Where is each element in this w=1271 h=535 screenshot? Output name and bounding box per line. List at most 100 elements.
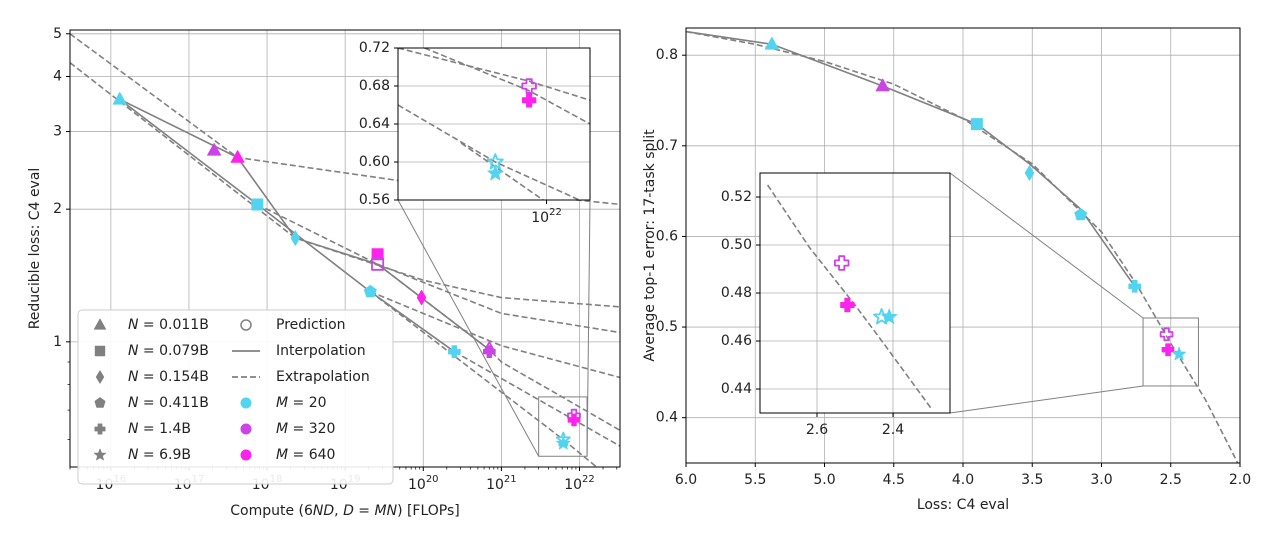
legend-box bbox=[77, 309, 394, 485]
inset-y-tick-label: 0.48 bbox=[721, 285, 752, 301]
data-point-star bbox=[556, 436, 571, 450]
extrapolation-line bbox=[70, 33, 620, 206]
legend-label: M = 320 bbox=[276, 421, 335, 437]
inset-x-tick-label: 2.6 bbox=[806, 422, 828, 438]
x-axis-label: Loss: C4 eval bbox=[917, 497, 1009, 513]
extrapolation-line bbox=[70, 62, 620, 308]
data-point-plus bbox=[1159, 327, 1174, 342]
y-axis-label: Average top-1 error: 17-task split bbox=[642, 129, 658, 362]
inset-extrapolation-line bbox=[424, 48, 590, 125]
plot-area bbox=[70, 33, 620, 467]
data-point-triangle bbox=[207, 142, 222, 156]
data-point-plus bbox=[482, 345, 496, 359]
legend-label: N = 0.011B bbox=[128, 317, 209, 333]
left-chart-loss-vs-compute: 101610171018101910201021102212345Compute… bbox=[27, 26, 621, 519]
inset: 0.56 0.60 0.64 0.68 0.72 1022 bbox=[359, 40, 591, 227]
legend-label: N = 6.9B bbox=[128, 447, 191, 463]
inset-data-point-plus bbox=[834, 255, 850, 271]
data-point-plus bbox=[1128, 279, 1142, 293]
data-point-diamond bbox=[1024, 165, 1035, 181]
x-tick-label: 1021 bbox=[486, 474, 517, 494]
y-tick-label: 4 bbox=[53, 69, 62, 85]
y-tick-label: 0.6 bbox=[656, 228, 678, 244]
data-point-star bbox=[1172, 346, 1187, 361]
extrapolation-line bbox=[377, 263, 620, 431]
legend-label: N = 0.154B bbox=[128, 369, 209, 385]
plot-area bbox=[686, 30, 1239, 463]
inset-y-tick-label: 0.64 bbox=[359, 116, 390, 132]
x-tick-label: 3.0 bbox=[1090, 472, 1112, 488]
x-tick-label: 3.5 bbox=[1021, 472, 1043, 488]
inset-y-tick-label: 0.50 bbox=[721, 237, 752, 253]
legend-label: M = 20 bbox=[276, 395, 327, 411]
y-tick-label: 0.5 bbox=[656, 319, 678, 335]
right-chart-error-vs-loss: 6.0 5.5 5.0 4.5 4.0 3.5 3.0 2.5 2.0 0.4 0.5 0.6 0.7 0… bbox=[642, 27, 1251, 513]
inset-plot-area bbox=[398, 48, 590, 200]
inset-connector bbox=[949, 385, 1144, 414]
data-point-plus bbox=[448, 345, 461, 359]
inset: 0.44 0.46 0.48 0.50 0.52 2.6 2.4 bbox=[721, 172, 951, 438]
data-point-triangle bbox=[112, 91, 127, 105]
inset-extrapolation-line bbox=[398, 48, 590, 101]
x-axis-label: Compute (6ND, D = MN) [FLOPs] bbox=[230, 503, 460, 519]
x-tick-label: 5.0 bbox=[813, 472, 835, 488]
legend-label: N = 1.4B bbox=[128, 421, 191, 437]
x-tick-label: 6.0 bbox=[675, 472, 697, 488]
legend-label: Prediction bbox=[276, 317, 346, 333]
extrapolation-line bbox=[256, 203, 620, 334]
inset-y-tick-label: 0.44 bbox=[721, 381, 752, 397]
extrapolation-line bbox=[369, 290, 620, 379]
data-point-plus bbox=[567, 413, 581, 427]
y-tick-label: 0.7 bbox=[656, 138, 678, 154]
inset-plot-area bbox=[766, 184, 932, 409]
extrapolation-line bbox=[454, 351, 620, 447]
data-point-square bbox=[371, 248, 384, 261]
legend-label: M = 640 bbox=[276, 447, 335, 463]
data-point-diamond bbox=[416, 289, 427, 306]
y-tick-label: 0.4 bbox=[656, 410, 678, 426]
x-tick-label: 4.5 bbox=[883, 472, 905, 488]
legend-marker-dot bbox=[240, 423, 252, 435]
x-tick-label: 1020 bbox=[408, 474, 439, 494]
y-tick-label: 3 bbox=[53, 124, 62, 140]
interpolation-line bbox=[119, 98, 455, 353]
inset-y-tick-label: 0.60 bbox=[359, 154, 390, 170]
zoom-region-box bbox=[538, 396, 588, 457]
legend-label: N = 0.079B bbox=[128, 343, 209, 359]
inset-extrapolation-line bbox=[398, 104, 582, 200]
inset-data-point-plus bbox=[521, 78, 537, 94]
legend-label: N = 0.411B bbox=[128, 395, 209, 411]
data-point-triangle bbox=[230, 150, 245, 163]
inset-extrapolation-curve bbox=[766, 184, 932, 409]
inset-x-tick-label: 1022 bbox=[531, 207, 562, 227]
data-point-triangle bbox=[875, 78, 890, 92]
y-tick-label: 5 bbox=[53, 26, 62, 42]
zoom-region-box bbox=[1142, 317, 1199, 387]
x-tick-label: 5.5 bbox=[744, 472, 766, 488]
data-point-triangle bbox=[764, 36, 779, 50]
x-tick-label: 4.0 bbox=[952, 472, 974, 488]
y-axis-label: Reducible loss: C4 eval bbox=[27, 168, 43, 330]
inset-x-tick-label: 2.4 bbox=[882, 422, 904, 438]
legend: N = 0.011B Prediction N = 0.079B Interpolat… bbox=[77, 309, 394, 485]
x-tick-label: 2.0 bbox=[1229, 472, 1251, 488]
data-point-pentagon bbox=[363, 284, 377, 298]
inset-data-point-star bbox=[881, 308, 898, 324]
legend-label: Extrapolation bbox=[276, 369, 370, 385]
data-point-pentagon bbox=[1074, 207, 1088, 221]
y-tick-label: 2 bbox=[53, 201, 62, 217]
legend-marker-prediction bbox=[240, 319, 252, 331]
legend-label: Interpolation bbox=[276, 343, 366, 359]
legend-marker-star bbox=[93, 448, 107, 461]
inset-connector bbox=[949, 172, 1144, 319]
inset-data-point-star bbox=[487, 164, 504, 181]
inset-data-point-plus bbox=[840, 297, 855, 313]
legend-marker-plus bbox=[94, 423, 106, 435]
legend-marker-dot bbox=[240, 449, 252, 461]
legend-marker-dot bbox=[240, 397, 252, 409]
data-point-square bbox=[251, 198, 264, 211]
data-point-plus bbox=[1161, 343, 1175, 357]
y-tick-label: 1 bbox=[53, 334, 62, 350]
data-point-diamond bbox=[290, 230, 301, 246]
